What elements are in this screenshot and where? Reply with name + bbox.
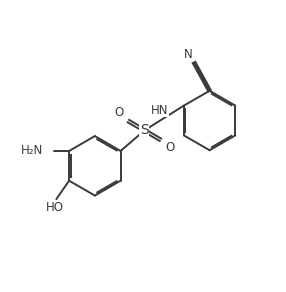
Text: N: N bbox=[184, 48, 193, 61]
Text: O: O bbox=[114, 106, 124, 119]
Text: HN: HN bbox=[151, 104, 169, 117]
Text: S: S bbox=[140, 124, 149, 138]
Text: H₂N: H₂N bbox=[21, 145, 43, 157]
Text: HO: HO bbox=[46, 201, 64, 213]
Text: O: O bbox=[165, 142, 174, 154]
